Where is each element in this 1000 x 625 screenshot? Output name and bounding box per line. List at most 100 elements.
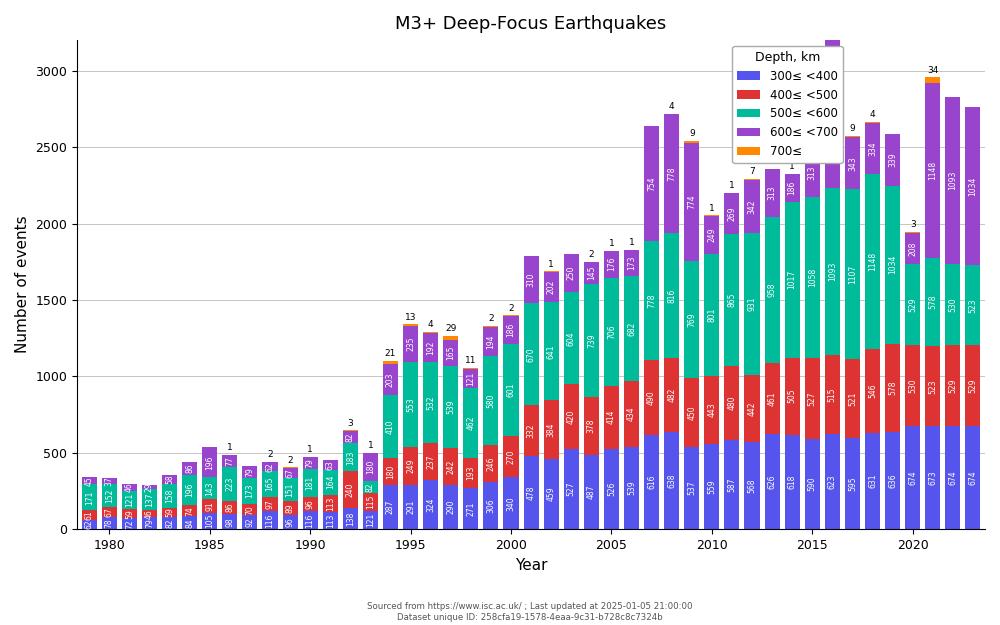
- Text: 674: 674: [948, 471, 957, 485]
- Title: M3+ Deep-Focus Earthquakes: M3+ Deep-Focus Earthquakes: [395, 15, 667, 33]
- Bar: [182, 516, 197, 529]
- Bar: [825, 434, 840, 529]
- Bar: [744, 442, 760, 529]
- Bar: [744, 180, 760, 232]
- Bar: [644, 126, 659, 241]
- Text: 754: 754: [647, 176, 656, 191]
- Bar: [644, 360, 659, 435]
- Text: 778: 778: [647, 294, 656, 308]
- Bar: [202, 448, 217, 478]
- Bar: [744, 375, 760, 442]
- Text: 96: 96: [306, 499, 315, 509]
- Text: 98: 98: [225, 517, 234, 526]
- Text: 113: 113: [326, 496, 335, 511]
- Bar: [724, 192, 739, 234]
- Text: 196: 196: [205, 455, 214, 469]
- Text: 1: 1: [629, 238, 634, 247]
- Text: 778: 778: [667, 167, 676, 181]
- Text: 63: 63: [326, 460, 335, 469]
- Text: 529: 529: [948, 379, 957, 393]
- Bar: [544, 302, 559, 401]
- Text: 1: 1: [709, 204, 715, 212]
- Bar: [845, 438, 860, 529]
- X-axis label: Year: Year: [515, 558, 547, 572]
- Text: 618: 618: [788, 475, 797, 489]
- Bar: [403, 447, 418, 485]
- Text: 515: 515: [828, 388, 837, 402]
- Bar: [885, 134, 900, 186]
- Bar: [765, 363, 780, 434]
- Bar: [865, 349, 880, 432]
- Text: 79: 79: [245, 467, 254, 477]
- Text: 89: 89: [286, 503, 295, 512]
- Text: 673: 673: [928, 471, 937, 485]
- Text: 636: 636: [888, 473, 897, 488]
- Text: 183: 183: [346, 450, 355, 464]
- Text: 192: 192: [426, 340, 435, 354]
- Bar: [262, 497, 278, 511]
- Bar: [604, 251, 619, 278]
- Text: 526: 526: [607, 482, 616, 496]
- Bar: [343, 508, 358, 529]
- Text: 67: 67: [286, 468, 295, 478]
- Text: 539: 539: [627, 481, 636, 496]
- Bar: [323, 460, 338, 469]
- Text: 79: 79: [306, 458, 315, 468]
- Text: 45: 45: [85, 476, 94, 486]
- Bar: [503, 436, 519, 478]
- Text: 641: 641: [547, 344, 556, 359]
- Text: 173: 173: [245, 484, 254, 499]
- Text: 2: 2: [769, 157, 775, 166]
- Text: 92: 92: [245, 518, 254, 527]
- Bar: [584, 262, 599, 284]
- Text: 482: 482: [667, 388, 676, 402]
- Bar: [865, 174, 880, 349]
- Text: 443: 443: [707, 402, 716, 418]
- Bar: [845, 136, 860, 137]
- Bar: [443, 336, 458, 340]
- Text: 1: 1: [307, 445, 313, 454]
- Text: 505: 505: [788, 389, 797, 404]
- Bar: [403, 362, 418, 447]
- Bar: [182, 475, 197, 505]
- Bar: [162, 474, 177, 484]
- Text: 706: 706: [607, 324, 616, 339]
- Bar: [102, 507, 117, 518]
- Bar: [785, 435, 800, 529]
- Bar: [805, 197, 820, 359]
- Bar: [483, 326, 498, 356]
- Text: 1058: 1058: [808, 268, 817, 288]
- Text: 77: 77: [225, 456, 234, 466]
- Text: 202: 202: [547, 280, 556, 294]
- Text: 235: 235: [406, 337, 415, 351]
- Text: 559: 559: [707, 479, 716, 494]
- Text: 62: 62: [265, 462, 274, 471]
- Text: 164: 164: [326, 475, 335, 489]
- Bar: [403, 324, 418, 326]
- Text: 84: 84: [185, 518, 194, 528]
- Text: 450: 450: [687, 406, 696, 420]
- Text: 529: 529: [908, 298, 917, 312]
- Text: 590: 590: [808, 477, 817, 491]
- Bar: [965, 107, 980, 266]
- Bar: [463, 488, 478, 529]
- Bar: [684, 447, 699, 529]
- Text: 62: 62: [85, 519, 94, 529]
- Text: 181: 181: [306, 476, 315, 490]
- Text: 74: 74: [185, 506, 194, 516]
- Bar: [262, 462, 278, 471]
- Text: 1148: 1148: [868, 252, 877, 271]
- Text: 310: 310: [527, 272, 536, 287]
- Text: 670: 670: [527, 347, 536, 361]
- Bar: [564, 292, 579, 384]
- Text: 527: 527: [567, 482, 576, 496]
- Bar: [383, 458, 398, 486]
- Text: 165: 165: [446, 346, 455, 360]
- Text: 523: 523: [968, 298, 977, 312]
- Text: 271: 271: [466, 501, 475, 516]
- Text: 86: 86: [225, 503, 234, 512]
- Bar: [965, 266, 980, 346]
- Bar: [182, 505, 197, 516]
- Bar: [765, 217, 780, 363]
- Text: 604: 604: [567, 331, 576, 346]
